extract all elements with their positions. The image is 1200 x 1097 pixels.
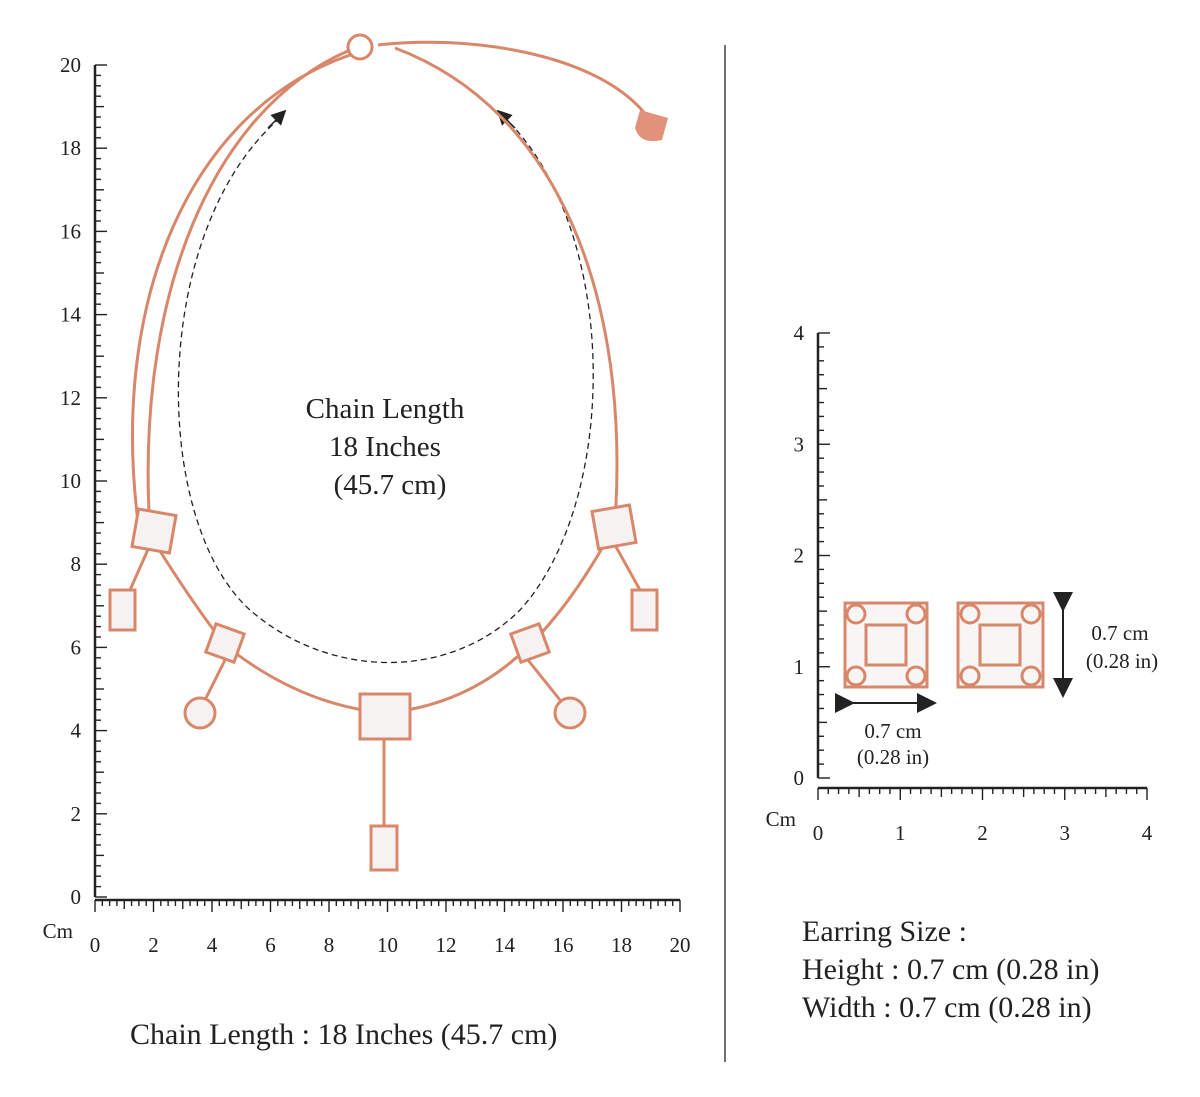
y-label: 20 (60, 53, 81, 77)
dashed-loop (177, 117, 594, 664)
y-label: 6 (71, 635, 82, 659)
y-label: 16 (60, 219, 81, 243)
x-label: 6 (265, 933, 276, 957)
x-label: 14 (494, 933, 516, 957)
x-label: 18 (611, 933, 632, 957)
x-label: 16 (553, 933, 574, 957)
arrow (496, 109, 516, 129)
y-label: 18 (60, 136, 81, 160)
height-label: 0.7 cm (1091, 621, 1148, 645)
x-label: 20 (670, 933, 691, 957)
necklace (128, 33, 652, 830)
caption: Chain Length : 18 Inches (45.7 cm) (130, 1018, 558, 1051)
width-label: 0.7 cm (864, 719, 921, 743)
x-label: 0 (90, 933, 101, 957)
y-label: 0 (71, 885, 82, 909)
y-label: 12 (60, 386, 81, 410)
tag (635, 110, 668, 142)
x-label: 12 (436, 933, 457, 957)
unit-label: Cm (766, 807, 796, 831)
y-label: 1 (794, 655, 805, 679)
y-label: 14 (60, 303, 82, 327)
stones (108, 503, 659, 872)
x-label: 8 (324, 933, 335, 957)
y-label: 3 (794, 432, 805, 456)
unit-label: Cm (43, 919, 73, 943)
arrow (267, 109, 287, 129)
y-label: 2 (794, 544, 805, 568)
y-label: 2 (71, 802, 82, 826)
width-label: (0.28 in) (857, 745, 929, 769)
y-label: 4 (71, 719, 82, 743)
y-label: 4 (794, 321, 805, 345)
x-label: 4 (207, 933, 218, 957)
earrings (843, 601, 1045, 689)
annotation: (45.7 cm) (334, 469, 447, 501)
annotation: 18 Inches (329, 431, 441, 463)
x-label: 2 (977, 821, 988, 845)
y-label: 0 (794, 766, 805, 790)
x-label: 3 (1060, 821, 1071, 845)
y-label: 8 (71, 552, 82, 576)
x-label: 10 (377, 933, 398, 957)
x-label: 0 (813, 821, 824, 845)
x-label: 4 (1142, 821, 1153, 845)
caption: Width : 0.7 cm (0.28 in) (802, 991, 1092, 1024)
caption: Earring Size : (802, 915, 967, 948)
height-label: (0.28 in) (1086, 649, 1158, 673)
x-label: 1 (895, 821, 906, 845)
annotation: Chain Length (306, 393, 465, 425)
y-label: 10 (60, 469, 81, 493)
x-label: 2 (148, 933, 159, 957)
caption: Height : 0.7 cm (0.28 in) (802, 953, 1100, 986)
